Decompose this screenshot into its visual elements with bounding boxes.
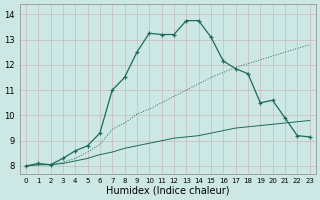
X-axis label: Humidex (Indice chaleur): Humidex (Indice chaleur) — [106, 186, 229, 196]
